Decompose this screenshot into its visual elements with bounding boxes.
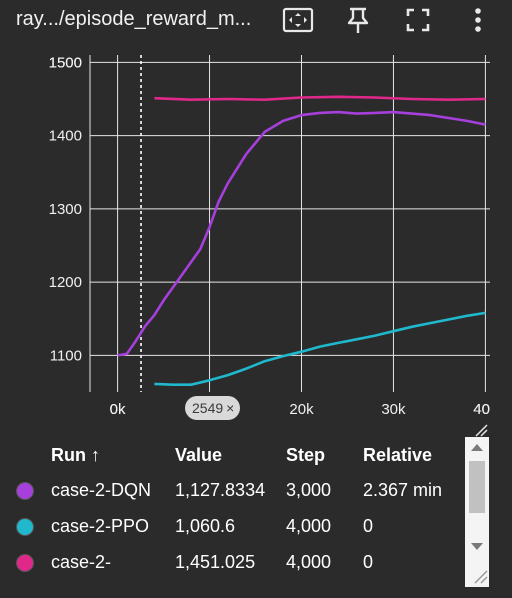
step-marker-value: 2549	[192, 400, 224, 416]
y-tick-label: 1300	[49, 201, 82, 218]
chart-title: ray.../episode_reward_m...	[16, 8, 252, 30]
pin-button[interactable]	[342, 4, 374, 36]
y-tick-label: 1100	[50, 347, 82, 364]
run-relative: 0	[363, 551, 374, 572]
run-value: 1,060.6	[175, 515, 236, 536]
scroll-down-icon[interactable]	[471, 543, 483, 550]
table-header-row: Run ↑ Value Step Relative	[16, 438, 463, 472]
x-tick-label-edge: 0k	[110, 401, 126, 418]
series-line-case-2-simple	[154, 95, 486, 101]
chart-ticks: 1100120013001400150015000k10k20k30k40k0k…	[0, 40, 512, 424]
run-step: 4,000	[286, 551, 332, 572]
fullscreen-button[interactable]	[402, 4, 434, 36]
run-value: 1,127.8334	[175, 479, 266, 500]
chart-resize-handle-icon[interactable]	[474, 423, 488, 437]
column-value-header[interactable]: Value	[175, 444, 223, 465]
run-value: 1,451.025	[175, 551, 256, 572]
x-label-cover-right	[490, 394, 512, 424]
x-tick-label: 0k	[110, 401, 126, 418]
scrollbar-thumb[interactable]	[469, 461, 485, 513]
chart-grid	[89, 55, 490, 392]
fit-to-data-icon	[282, 7, 314, 33]
x-tick-label: 30k	[381, 401, 406, 418]
fullscreen-icon	[406, 8, 430, 32]
run-color-swatch[interactable]	[16, 553, 34, 572]
table-scrollbar[interactable]	[465, 437, 489, 587]
y-tick-label: 1500	[49, 54, 82, 71]
run-color-swatch[interactable]	[16, 517, 34, 536]
run-step: 3,000	[286, 479, 332, 500]
runs-table: Run ↑ Value Step Relative case-2-DQN 1,1…	[16, 438, 463, 580]
run-color-swatch[interactable]	[16, 481, 34, 500]
y-tick-label: 1400	[49, 128, 82, 145]
series-line-case-2-PPO	[154, 311, 486, 386]
line-chart[interactable]: 1100120013001400150015000k10k20k30k40k0k…	[0, 40, 512, 430]
pin-icon	[347, 7, 369, 33]
chart-series	[117, 95, 486, 386]
x-label-cover-left	[0, 394, 90, 424]
run-name: case-2-	[51, 551, 112, 572]
column-relative-header[interactable]: Relative	[363, 444, 433, 465]
more-vert-icon	[475, 8, 481, 32]
series-line-case-2-DQN	[117, 110, 486, 357]
fit-to-data-button[interactable]	[282, 4, 314, 36]
step-marker-chip[interactable]: 2549 ×	[185, 396, 241, 420]
scroll-up-icon[interactable]	[471, 444, 483, 451]
y-tick-label: 1500	[49, 54, 82, 71]
more-options-button[interactable]	[462, 4, 494, 36]
run-name: case-2-PPO	[51, 515, 150, 536]
x-tick-label-edge: 40k	[473, 401, 498, 418]
run-step: 4,000	[286, 515, 332, 536]
table-row[interactable]: case-2-DQN 1,127.8334 3,000 2.367 min	[16, 472, 463, 508]
column-step-header[interactable]: Step	[286, 444, 326, 465]
tick-cover	[40, 40, 90, 55]
column-run-header[interactable]: Run ↑	[51, 444, 100, 465]
card-header: ray.../episode_reward_m...	[0, 0, 512, 40]
run-relative: 0	[363, 515, 374, 536]
x-tick-label: 20k	[289, 401, 314, 418]
run-name: case-2-DQN	[51, 479, 152, 500]
table-row[interactable]: case-2-PPO 1,060.6 4,000 0	[16, 508, 463, 544]
y-tick-label: 1200	[49, 274, 82, 291]
table-row[interactable]: case-2- 1,451.025 4,000 0	[16, 544, 463, 580]
card-resize-handle-icon[interactable]	[472, 568, 488, 584]
run-relative: 2.367 min	[363, 479, 443, 500]
close-icon[interactable]: ×	[226, 400, 235, 416]
